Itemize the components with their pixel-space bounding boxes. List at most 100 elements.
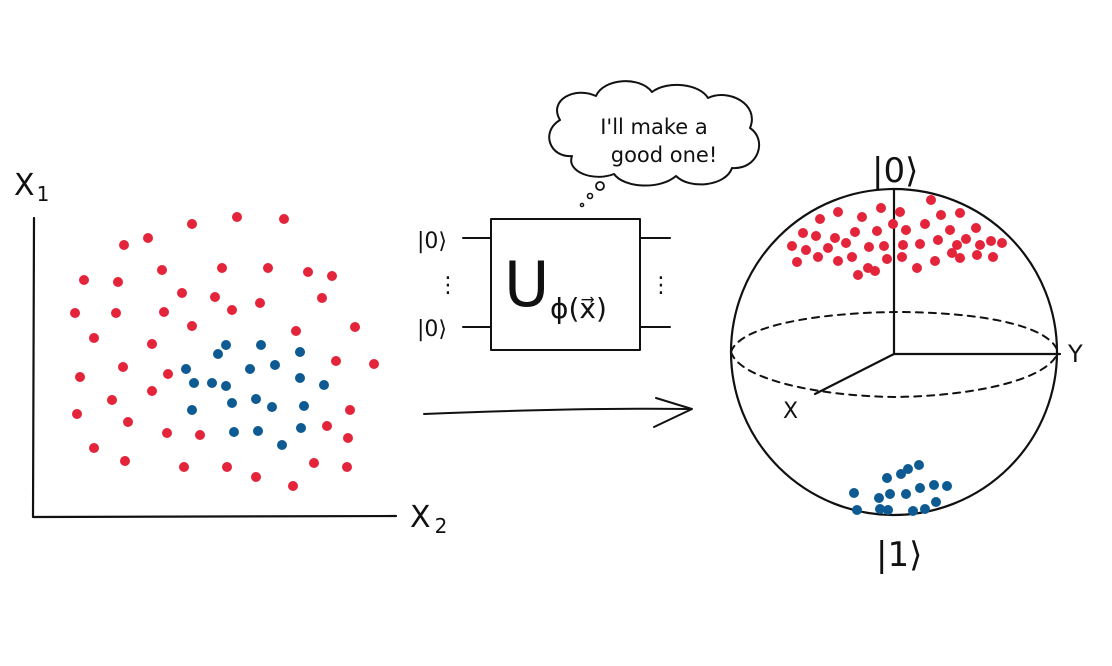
blue-data-point — [299, 401, 309, 411]
red-data-point — [210, 292, 220, 302]
red-state-point — [850, 227, 860, 237]
blue-state-point — [915, 483, 925, 493]
ket-zero-label: |0⟩ — [872, 151, 918, 191]
red-state-point — [798, 228, 808, 238]
red-data-point — [79, 275, 89, 285]
blue-state-point — [942, 481, 952, 491]
blue-data-point — [270, 360, 280, 370]
red-state-point — [955, 253, 965, 263]
red-state-point — [945, 225, 955, 235]
circuit-input-ellipsis: ⋮ — [437, 273, 459, 298]
bloch-red-points — [787, 195, 1007, 280]
blue-data-point — [253, 426, 263, 436]
red-data-point — [89, 443, 99, 453]
red-state-point — [912, 263, 922, 273]
circuit-panel: |0⟩ ⋮ |0⟩ ⋮ U ϕ(x⃗) I'll make a good one… — [417, 80, 761, 351]
blue-state-point — [931, 497, 941, 507]
red-state-point — [833, 207, 843, 217]
red-state-point — [811, 231, 821, 241]
x-axis — [813, 352, 896, 396]
red-state-point — [882, 254, 892, 264]
red-data-point — [303, 267, 313, 277]
red-data-point — [179, 462, 189, 472]
red-data-point — [147, 339, 157, 349]
equator-front — [730, 351, 1059, 398]
red-data-point — [118, 362, 128, 372]
blue-data-point — [256, 340, 266, 350]
red-state-point — [830, 233, 840, 243]
red-state-point — [787, 241, 797, 251]
red-state-point — [986, 236, 996, 246]
thought-text-line2: good one! — [611, 143, 718, 167]
red-state-point — [947, 248, 957, 258]
blue-data-point — [245, 364, 255, 374]
red-state-point — [895, 207, 905, 217]
red-data-point — [147, 386, 157, 396]
red-data-point — [111, 308, 121, 318]
circuit-input-bottom: |0⟩ — [417, 317, 447, 342]
blue-data-point — [221, 381, 231, 391]
thought-bubble — [548, 80, 761, 187]
blue-state-point — [883, 505, 893, 515]
red-state-point — [936, 210, 946, 220]
circuit-input-top: |0⟩ — [417, 229, 447, 254]
circuit-output-ellipsis: ⋮ — [650, 273, 672, 298]
red-state-point — [955, 208, 965, 218]
red-data-point — [279, 214, 289, 224]
red-data-point — [263, 263, 273, 273]
red-data-point — [75, 372, 85, 382]
blue-data-point — [213, 349, 223, 359]
blue-data-point — [221, 340, 231, 350]
red-state-point — [876, 203, 886, 213]
bloch-sphere-panel: |0⟩ |1⟩ X Y — [729, 151, 1083, 575]
red-state-point — [975, 240, 985, 250]
red-data-point — [177, 288, 187, 298]
ket-one-label: |1⟩ — [876, 535, 922, 575]
red-state-point — [841, 238, 851, 248]
red-state-point — [879, 241, 889, 251]
blue-state-point — [914, 460, 924, 470]
red-data-point — [157, 265, 167, 275]
red-state-point — [872, 226, 882, 236]
bloch-y-label: Y — [1067, 340, 1083, 368]
blue-data-point — [181, 364, 191, 374]
red-state-point — [933, 235, 943, 245]
red-data-point — [187, 219, 197, 229]
blue-data-point — [319, 380, 329, 390]
blue-data-point — [227, 398, 237, 408]
blue-state-point — [874, 493, 884, 503]
red-state-point — [857, 212, 867, 222]
red-state-point — [897, 252, 907, 262]
blue-data-point — [187, 405, 197, 415]
blue-state-point — [882, 473, 892, 483]
gate-symbol-u: U — [504, 248, 549, 321]
red-state-point — [823, 243, 833, 253]
thought-dot-small — [579, 202, 585, 208]
red-state-point — [972, 250, 982, 260]
red-data-point — [162, 428, 172, 438]
red-data-point — [327, 271, 337, 281]
red-data-point — [343, 433, 353, 443]
blue-state-point — [920, 504, 930, 514]
blue-state-point — [852, 505, 862, 515]
red-data-point — [369, 359, 379, 369]
red-data-point — [350, 322, 360, 332]
red-data-point — [195, 430, 205, 440]
red-state-point — [901, 225, 911, 235]
red-data-point — [291, 326, 301, 336]
red-data-point — [322, 421, 332, 431]
blue-data-point — [277, 440, 287, 450]
unitary-gate — [490, 218, 641, 351]
blue-state-point — [896, 469, 906, 479]
red-data-point — [309, 458, 319, 468]
red-data-point — [187, 321, 197, 331]
mapping-arrow — [423, 397, 693, 428]
blue-data-point — [295, 347, 305, 357]
red-data-point — [72, 409, 82, 419]
bloch-x-label: X — [783, 399, 798, 424]
blue-state-point — [903, 464, 913, 474]
blue-state-point — [908, 506, 918, 516]
red-state-point — [813, 252, 823, 262]
